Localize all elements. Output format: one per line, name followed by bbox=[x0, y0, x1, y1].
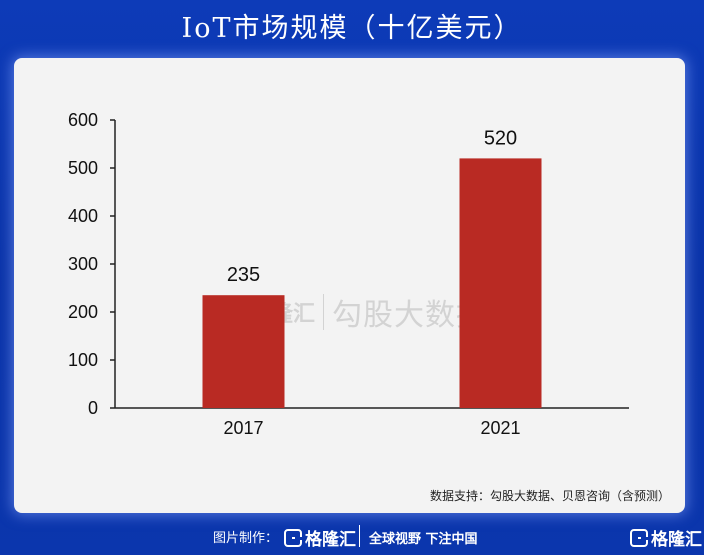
y-tick-label: 200 bbox=[68, 302, 98, 322]
bar-value-label: 520 bbox=[484, 127, 517, 149]
y-tick-label: 0 bbox=[88, 398, 98, 418]
y-tick-label: 100 bbox=[68, 350, 98, 370]
bar-value-label: 235 bbox=[227, 264, 260, 286]
x-category-label: 2021 bbox=[480, 418, 520, 438]
y-tick-label: 400 bbox=[68, 206, 98, 226]
footer-logo: 格隆汇 bbox=[284, 525, 356, 550]
made-by-label: 图片制作： bbox=[213, 531, 279, 546]
y-tick-label: 600 bbox=[68, 110, 98, 130]
x-category-label: 2017 bbox=[223, 418, 263, 438]
footer-slogan: 全球视野 下注中国 bbox=[369, 532, 478, 547]
bar bbox=[459, 158, 542, 408]
bar bbox=[202, 295, 285, 408]
chart-title: IoT市场规模（十亿美元） bbox=[181, 13, 523, 44]
footer-right-brand: 格隆汇 bbox=[651, 530, 702, 550]
bar-chart: 0 100 200 300 400 500 600 235 2017 520 2021 bbox=[68, 110, 629, 438]
footer-bar: 图片制作： 格隆汇 全球视野 下注中国 格隆汇 bbox=[0, 518, 704, 555]
footer-right-logo: 格隆汇 bbox=[630, 525, 702, 550]
footer-brand: 格隆汇 bbox=[305, 530, 356, 550]
footer-divider bbox=[359, 525, 360, 547]
y-tick-label: 500 bbox=[68, 158, 98, 178]
data-source-note: 数据支持：勾股大数据、贝恩咨询（含预测） bbox=[429, 489, 670, 503]
gelonghui-logo-icon bbox=[284, 528, 303, 547]
gelonghui-logo-icon bbox=[630, 528, 649, 547]
chart-panel: 格隆汇 勾股大数据 010020030040050060023520175202… bbox=[14, 58, 685, 513]
y-tick-label: 300 bbox=[68, 254, 98, 274]
